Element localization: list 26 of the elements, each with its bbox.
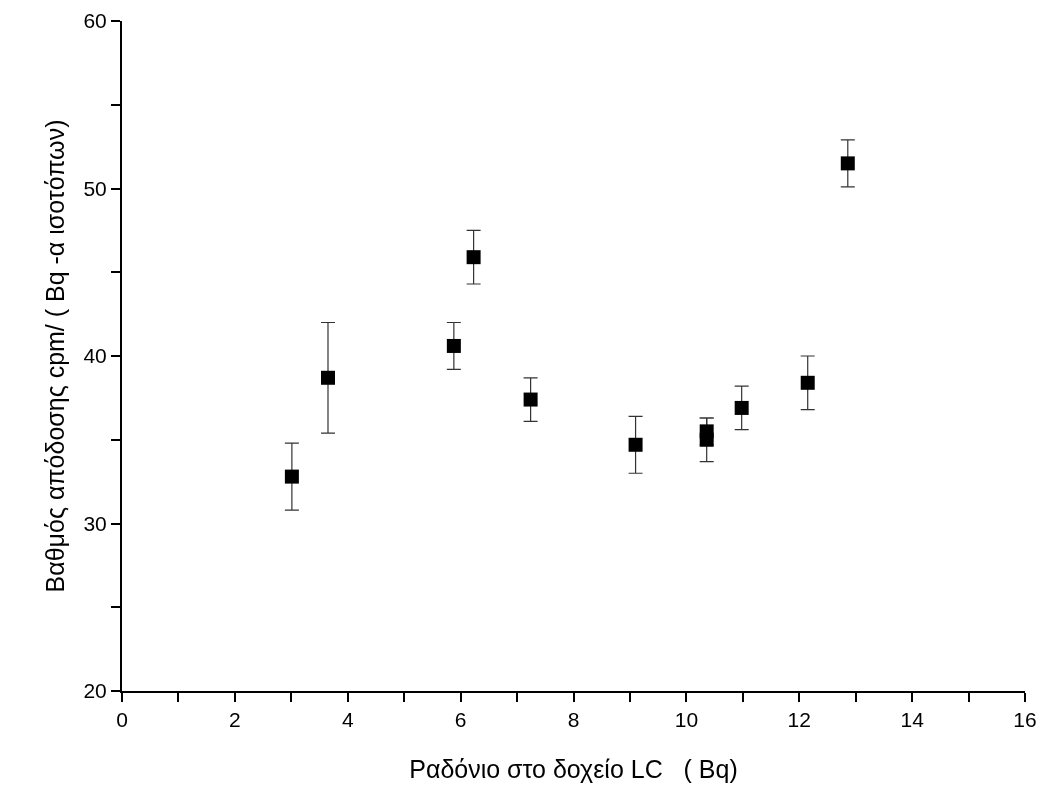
x-axis-title: Ραδόνιο στο δοχείο LC ( Bq) — [409, 754, 738, 783]
y-axis-title: Βαθμός απόδοσης cpm/ ( Bq -α ισοτόπων) — [40, 119, 69, 593]
x-tick-label: 10 — [674, 708, 699, 732]
y-tick-label: 20 — [83, 679, 107, 703]
point — [840, 156, 855, 171]
y-tick-label: 50 — [83, 176, 107, 200]
x-tick-label: 14 — [900, 708, 925, 732]
point — [628, 437, 643, 452]
point — [466, 250, 481, 265]
point — [699, 432, 714, 447]
point — [446, 338, 461, 353]
x-tick-label: 6 — [454, 708, 467, 732]
point — [734, 400, 749, 415]
x-tick-label: 4 — [341, 708, 354, 732]
x-tick-label: 16 — [1013, 708, 1037, 732]
point — [321, 370, 335, 385]
x-tick-label: 2 — [229, 708, 241, 732]
y-tick-label: 60 — [83, 9, 107, 33]
point — [523, 392, 538, 407]
y-tick-label: 40 — [83, 344, 107, 368]
point — [284, 469, 299, 484]
y-tick-label: 30 — [83, 511, 107, 535]
point — [800, 375, 815, 390]
x-tick-label: 8 — [567, 708, 580, 732]
x-tick-label: 0 — [116, 708, 128, 732]
x-tick-label: 12 — [787, 708, 811, 732]
